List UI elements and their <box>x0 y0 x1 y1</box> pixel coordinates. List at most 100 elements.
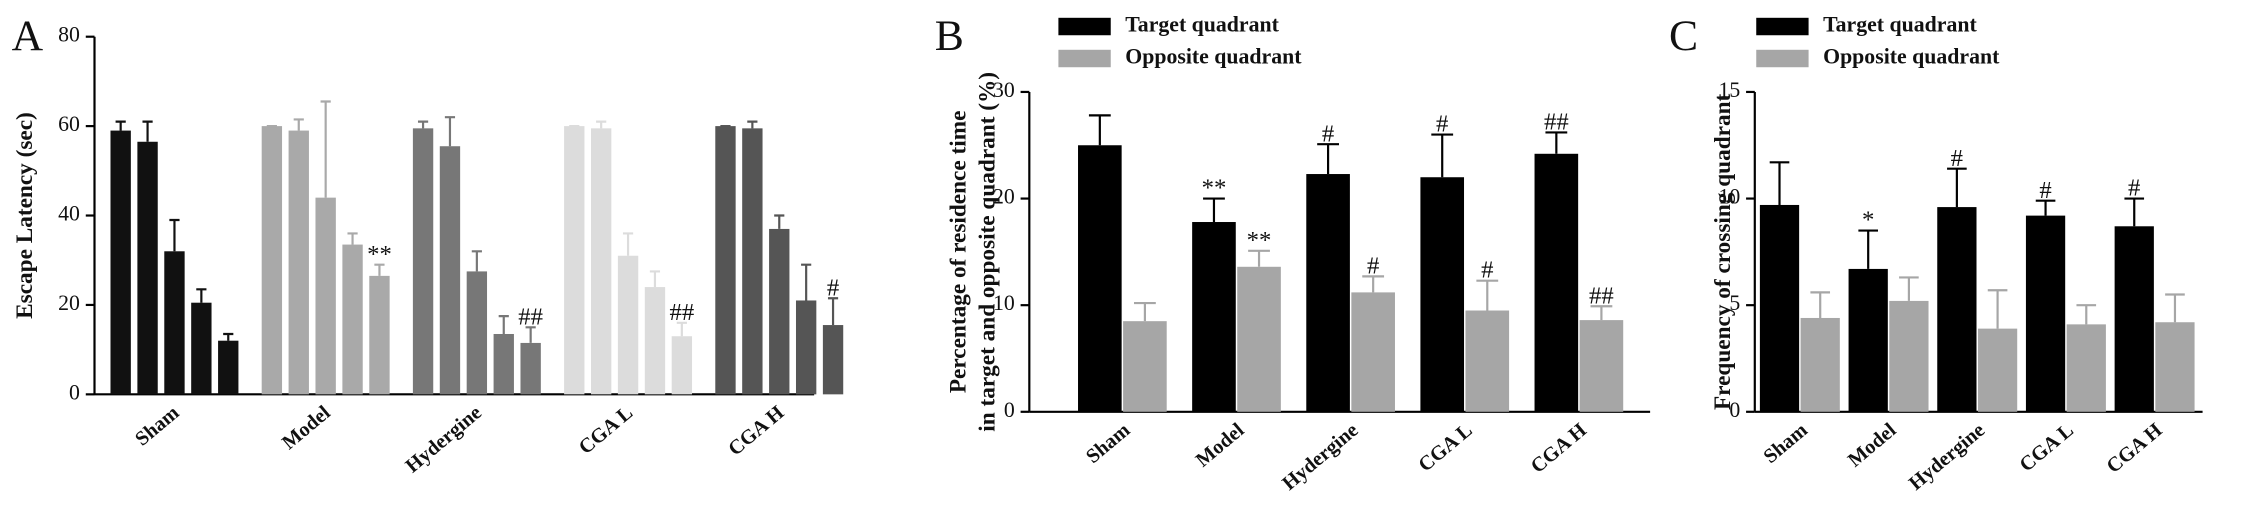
bar <box>1237 266 1281 412</box>
error-bar <box>498 315 509 334</box>
bar <box>1192 222 1236 412</box>
error-bar <box>2076 304 2097 325</box>
error-bar <box>2165 293 2185 323</box>
y-tick-label: 30 <box>993 78 1015 102</box>
error-bar <box>1810 291 1831 318</box>
error-bar <box>1088 114 1111 146</box>
error-bar <box>347 232 358 245</box>
error-bar <box>1858 229 1879 269</box>
significance-mark: # <box>1951 145 1963 172</box>
error-bar <box>596 120 607 129</box>
y-tick-label: 0 <box>69 380 80 404</box>
y-tick-label: 20 <box>993 185 1015 209</box>
error-bar <box>320 100 331 198</box>
error-bar <box>801 263 812 301</box>
bar <box>1123 321 1167 412</box>
y-axis-label: Percentage of residence time <box>945 111 971 394</box>
x-tick-label: Hydergine <box>402 402 486 478</box>
bar <box>261 126 283 395</box>
y-tick-label: 0 <box>1729 398 1740 422</box>
bar <box>110 130 131 395</box>
significance-mark: # <box>1481 257 1493 284</box>
bar <box>617 255 639 395</box>
bar <box>315 197 336 395</box>
error-bar <box>1134 301 1156 322</box>
bar <box>439 146 461 395</box>
bar <box>191 302 212 395</box>
error-bar <box>1899 276 1919 301</box>
legend-swatch <box>1756 17 1809 36</box>
x-tick-label: CGA L <box>575 402 637 459</box>
bar <box>218 340 239 395</box>
legend-label: Target quadrant <box>1125 13 1279 37</box>
error-bar <box>676 321 687 337</box>
bar <box>564 126 585 395</box>
bar <box>493 333 514 395</box>
error-bar <box>293 118 304 131</box>
y-tick-label: 60 <box>58 112 80 136</box>
error-bar <box>444 116 456 147</box>
y-axis-label: in target and opposite quadrant (%) <box>974 72 1000 432</box>
bar <box>1848 268 1888 412</box>
significance-mark: # <box>1367 252 1379 279</box>
error-bar <box>374 263 385 276</box>
x-tick-label: Sham <box>1760 419 1812 468</box>
error-bar <box>1545 131 1568 154</box>
x-tick-label: Sham <box>1082 419 1134 468</box>
bar <box>1759 204 1800 412</box>
error-bar <box>223 332 234 341</box>
bar <box>671 336 693 395</box>
bar <box>2025 215 2066 412</box>
y-tick-label: 10 <box>993 291 1015 315</box>
bar <box>1937 207 1977 412</box>
significance-mark: ## <box>518 303 543 330</box>
significance-mark: ## <box>1589 282 1614 309</box>
bar <box>1579 320 1624 412</box>
bar <box>466 271 488 395</box>
bar <box>1465 310 1510 412</box>
error-bar <box>169 218 180 252</box>
y-tick-label: 15 <box>1718 78 1740 102</box>
legend-swatch <box>1058 17 1111 36</box>
legend-label: Target quadrant <box>1823 13 1977 37</box>
bar <box>822 325 844 395</box>
significance-mark: * <box>1862 207 1874 234</box>
x-tick-label: CGA L <box>2016 419 2078 476</box>
x-tick-label: Hydergine <box>1278 419 1362 495</box>
bar <box>1889 300 1929 412</box>
error-bar <box>1947 167 1967 208</box>
significance-mark: # <box>2128 175 2140 202</box>
significance-mark: # <box>2039 177 2051 204</box>
bar <box>342 244 363 395</box>
error-bar <box>471 250 482 272</box>
bar <box>795 300 817 395</box>
bar <box>715 126 736 395</box>
bar <box>2155 322 2195 412</box>
y-tick-label: 20 <box>58 291 80 315</box>
panel-letter: B <box>935 12 964 60</box>
y-tick-label: 5 <box>1729 291 1740 315</box>
x-tick-label: CGA H <box>724 402 788 461</box>
bar <box>590 128 612 395</box>
legend-label: Opposite quadrant <box>1823 45 2000 69</box>
significance-mark: # <box>1436 111 1448 138</box>
error-bar <box>1590 305 1613 321</box>
error-bar <box>1769 161 1790 205</box>
bar <box>644 287 666 395</box>
error-bar <box>115 120 126 131</box>
error-bar <box>622 232 634 256</box>
significance-mark: ** <box>1247 227 1272 254</box>
error-bar <box>649 270 661 288</box>
error-bar <box>525 326 536 343</box>
error-bar <box>2124 197 2145 227</box>
bar <box>2114 226 2154 412</box>
panel-letter: C <box>1669 12 1698 60</box>
bar <box>369 275 390 395</box>
bar <box>137 141 158 395</box>
error-bar <box>417 120 429 129</box>
error-bar <box>1987 289 2008 329</box>
significance-mark: ** <box>1202 175 1227 202</box>
y-tick-label: 10 <box>1718 185 1740 209</box>
bar <box>1977 328 2018 412</box>
